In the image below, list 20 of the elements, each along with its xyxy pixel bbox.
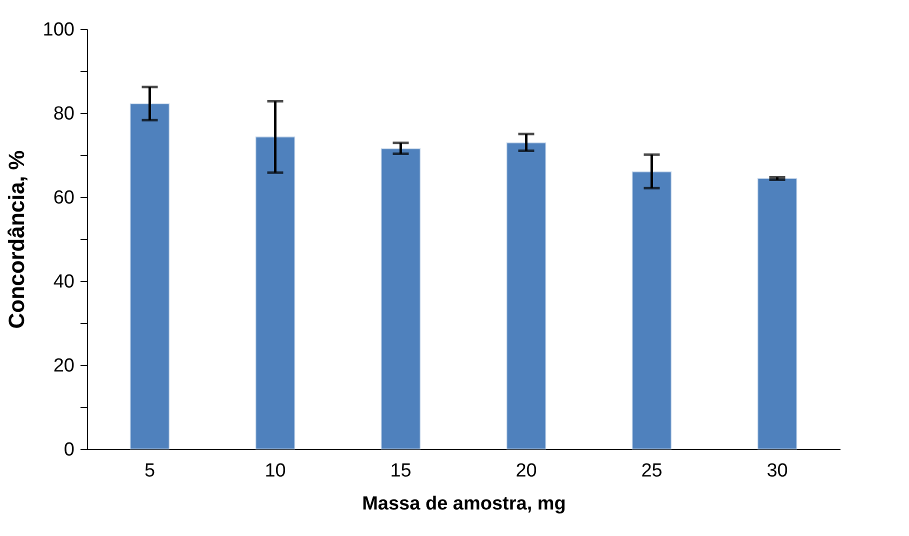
x-tick-label: 25 <box>641 460 662 482</box>
bar <box>757 178 798 450</box>
bar <box>632 171 672 450</box>
bar <box>255 136 296 450</box>
y-tick-label: 0 <box>64 440 74 460</box>
y-tick-label: 80 <box>53 104 74 124</box>
x-tick-label: 20 <box>516 460 537 482</box>
bar <box>130 103 170 450</box>
x-tick-label: 5 <box>144 460 156 482</box>
y-tick-label: 100 <box>42 20 74 40</box>
y-tick-label: 20 <box>53 356 74 376</box>
x-tick-label: 10 <box>264 460 286 482</box>
y-tick-label: 40 <box>53 272 74 292</box>
y-axis-title: Concordância, % <box>4 150 29 329</box>
x-axis-title: Massa de amostra, mg <box>362 494 566 514</box>
x-tick-label: 15 <box>390 460 412 482</box>
y-tick-label: 60 <box>53 188 74 208</box>
bar <box>506 142 546 450</box>
x-tick-label: 30 <box>766 460 788 482</box>
bar <box>380 148 421 450</box>
